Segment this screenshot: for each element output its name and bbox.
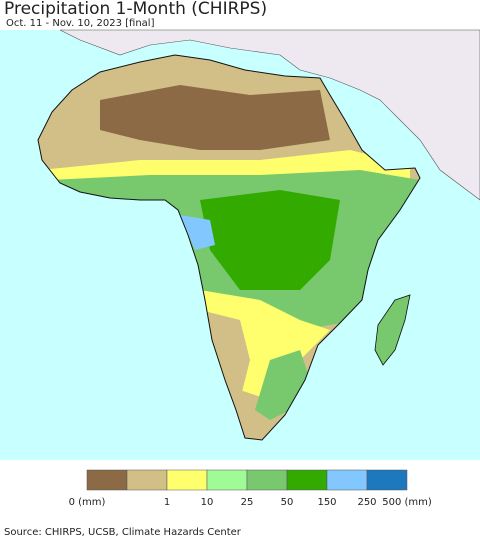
legend-label: 500 (mm): [382, 497, 432, 508]
legend-swatch: [366, 469, 408, 491]
legend: 0 (mm) 1 10 25 50 150 250 500 (mm): [69, 469, 432, 508]
non-african-land: [59, 29, 480, 201]
legend-label: 50: [281, 497, 294, 508]
region-fill: [100, 85, 330, 150]
subtitle: Oct. 11 - Nov. 10, 2023 [final]: [6, 18, 155, 29]
region-fill: [180, 215, 215, 250]
legend-swatch: [326, 469, 368, 491]
legend-swatch: [126, 469, 168, 491]
madagascar: [374, 294, 411, 366]
source: Source: CHIRPS, UCSB, Climate Hazards Ce…: [4, 527, 242, 538]
legend-label: 1: [164, 497, 170, 508]
region-fill: [255, 350, 310, 420]
legend-label: 150: [317, 497, 336, 508]
region-fill: [200, 190, 340, 290]
legend-swatch: [246, 469, 288, 491]
legend-label: 250: [357, 497, 376, 508]
legend-label: 0 (mm): [69, 497, 106, 508]
legend-label: 10: [201, 497, 214, 508]
legend-label: 25: [241, 497, 254, 508]
legend-swatch: [166, 469, 208, 491]
legend-swatch: [206, 469, 248, 491]
coastline: [37, 54, 421, 441]
region-fill: [200, 310, 250, 400]
legend-swatch: [286, 469, 328, 491]
legend-swatch: [86, 469, 128, 491]
title: Precipitation 1-Month (CHIRPS): [4, 0, 267, 19]
